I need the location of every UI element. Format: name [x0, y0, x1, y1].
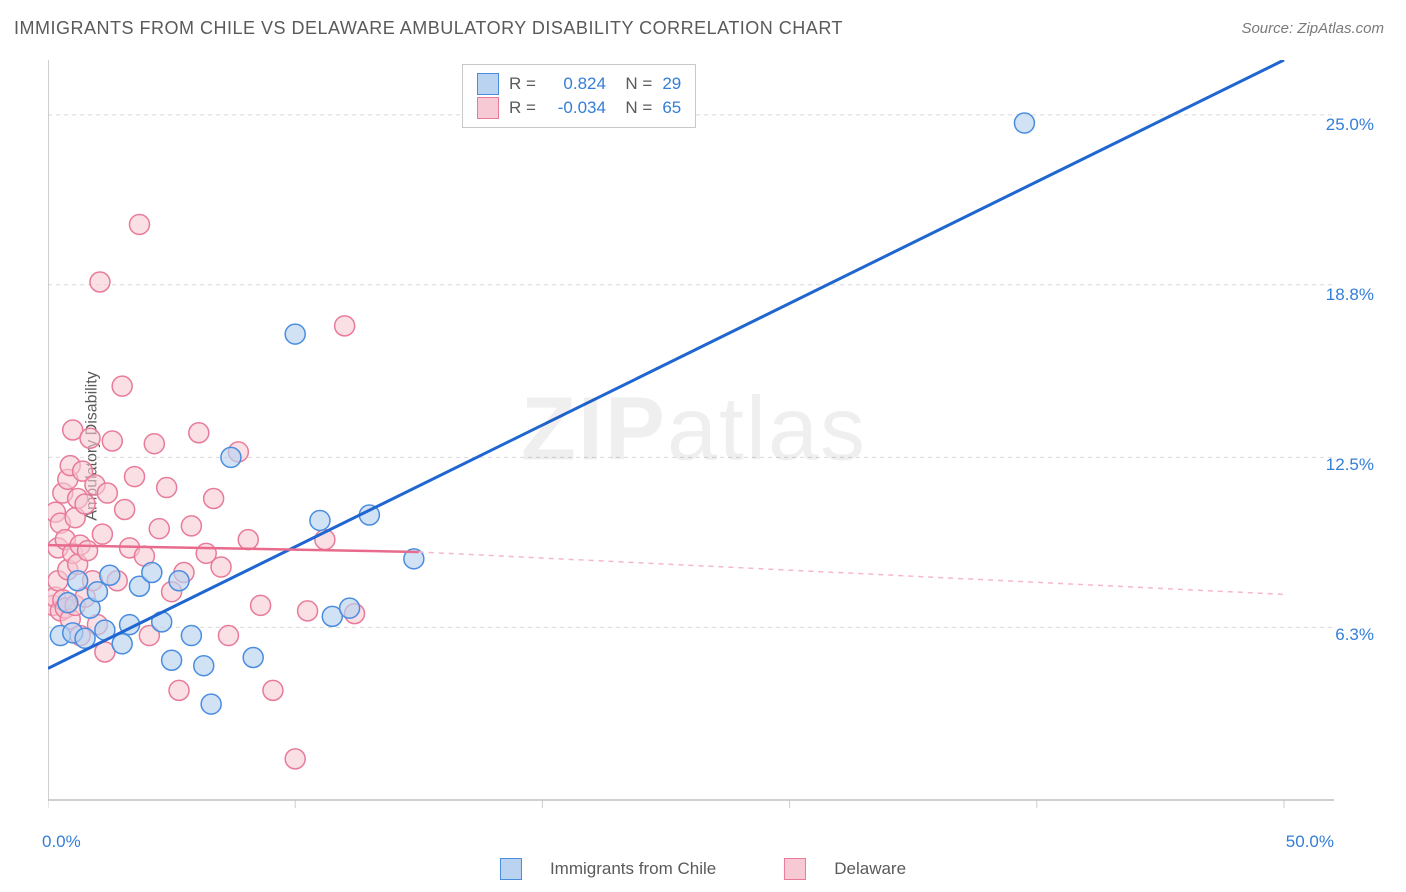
source-attribution: Source: ZipAtlas.com — [1241, 20, 1384, 37]
swatch-blue — [500, 858, 522, 880]
legend-n-label: N = — [616, 74, 652, 94]
legend-r-label: R = — [509, 98, 536, 118]
x-legend-label-pink: Delaware — [834, 859, 906, 879]
x-tick-50: 50.0% — [1286, 832, 1334, 852]
x-axis-legend: Immigrants from Chile Delaware — [500, 858, 906, 880]
plot-area: ZIPatlas — [48, 60, 1340, 830]
y-tick-1: 12.5% — [1326, 455, 1374, 475]
y-tick-0: 6.3% — [1335, 625, 1374, 645]
swatch-pink — [784, 858, 806, 880]
swatch-pink — [477, 97, 499, 119]
chart-title: IMMIGRANTS FROM CHILE VS DELAWARE AMBULA… — [14, 18, 843, 39]
legend-n-label: N = — [616, 98, 652, 118]
legend-r-value-blue: 0.824 — [546, 74, 606, 94]
legend-n-value-pink: 65 — [662, 98, 681, 118]
x-tick-0: 0.0% — [42, 832, 81, 852]
y-tick-3: 25.0% — [1326, 115, 1374, 135]
correlation-legend: R = 0.824 N = 29 R = -0.034 N = 65 — [462, 64, 696, 128]
legend-r-value-pink: -0.034 — [546, 98, 606, 118]
legend-row-blue: R = 0.824 N = 29 — [477, 73, 681, 95]
legend-row-pink: R = -0.034 N = 65 — [477, 97, 681, 119]
x-legend-label-blue: Immigrants from Chile — [550, 859, 716, 879]
swatch-blue — [477, 73, 499, 95]
legend-r-label: R = — [509, 74, 536, 94]
legend-n-value-blue: 29 — [662, 74, 681, 94]
scatter-chart — [48, 60, 1340, 830]
y-tick-2: 18.8% — [1326, 285, 1374, 305]
